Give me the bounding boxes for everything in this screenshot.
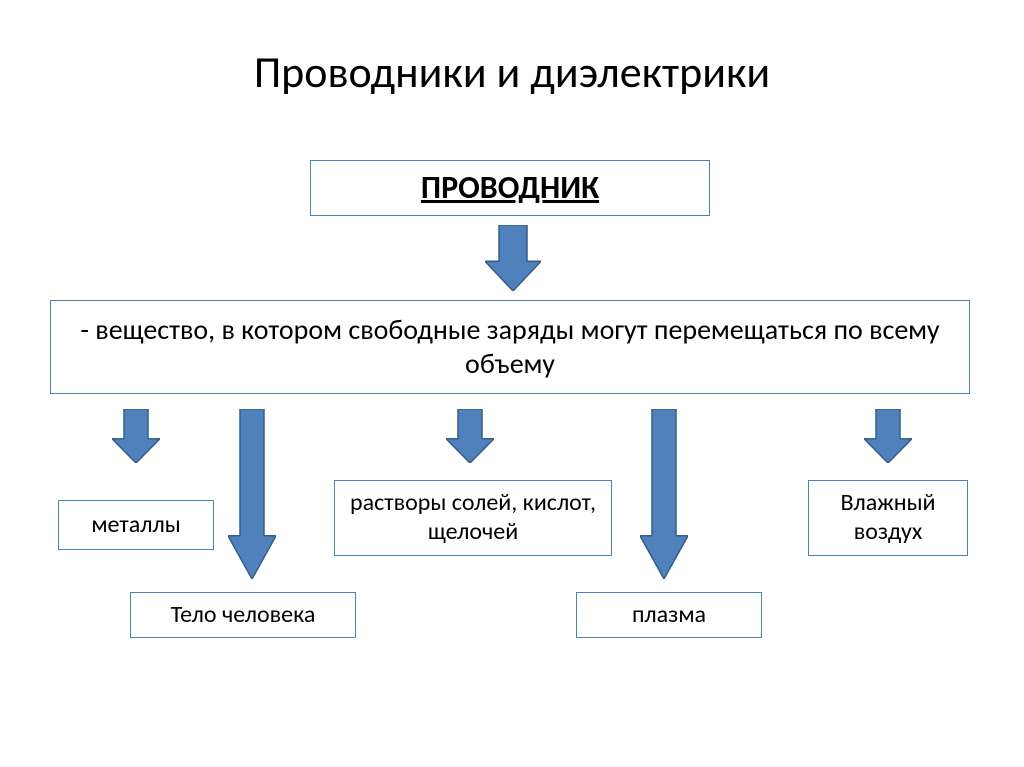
box-human-body-label: Тело человека — [171, 601, 316, 630]
box-plasma: плазма — [576, 592, 762, 638]
box-plasma-label: плазма — [632, 601, 706, 630]
box-definition-label: - вещество, в котором свободные заряды м… — [59, 313, 961, 380]
arrow-to-metals — [112, 409, 160, 463]
box-humid-air-label: Влажный воздух — [817, 489, 959, 547]
box-conductor: ПРОВОДНИК — [310, 160, 710, 216]
arrow-main — [485, 225, 541, 291]
box-solutions: растворы солей, кислот, щелочей — [334, 480, 612, 556]
box-human-body: Тело человека — [130, 592, 356, 638]
arrow-to-air — [864, 409, 912, 463]
box-solutions-label: растворы солей, кислот, щелочей — [343, 489, 603, 547]
box-metals-label: металлы — [91, 511, 180, 540]
box-conductor-label: ПРОВОДНИК — [421, 169, 599, 207]
slide: Проводники и диэлектрики ПРОВОДНИК - вещ… — [0, 0, 1024, 767]
arrow-to-plasma — [640, 409, 688, 579]
box-humid-air: Влажный воздух — [808, 480, 968, 556]
box-metals: металлы — [58, 500, 214, 550]
slide-title: Проводники и диэлектрики — [0, 45, 1024, 99]
arrow-to-solutions — [446, 409, 494, 463]
arrow-to-body — [228, 409, 276, 579]
box-definition: - вещество, в котором свободные заряды м… — [50, 300, 970, 394]
